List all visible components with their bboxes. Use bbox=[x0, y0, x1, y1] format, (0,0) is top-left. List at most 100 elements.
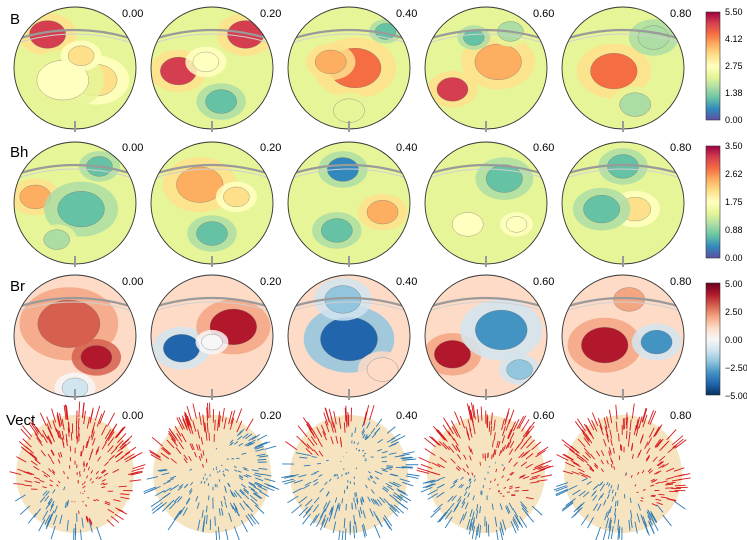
field-vector bbox=[90, 470, 94, 474]
field-vector bbox=[555, 488, 568, 495]
field-vector bbox=[472, 495, 475, 501]
field-vector bbox=[430, 507, 441, 518]
field-vector bbox=[525, 425, 535, 438]
field-vector bbox=[521, 430, 530, 441]
field-vector bbox=[518, 452, 525, 459]
field-vector bbox=[82, 445, 85, 452]
field-vector bbox=[175, 447, 182, 455]
field-vector bbox=[34, 433, 42, 443]
field-vector bbox=[257, 458, 267, 461]
field-vector bbox=[525, 463, 533, 469]
field-vector bbox=[471, 526, 476, 540]
field-vector bbox=[57, 452, 61, 458]
field-vector bbox=[678, 473, 691, 477]
field-vector bbox=[404, 458, 417, 461]
field-vector bbox=[656, 438, 664, 448]
vector-field-sphere bbox=[9, 401, 146, 540]
field-vector bbox=[647, 515, 654, 526]
field-vector bbox=[652, 456, 658, 462]
field-vector bbox=[476, 409, 480, 423]
field-vector bbox=[202, 450, 205, 456]
field-vector bbox=[224, 485, 227, 490]
field-vector bbox=[115, 507, 124, 513]
row-label-bh: Bh bbox=[10, 144, 28, 161]
field-vector bbox=[631, 453, 634, 459]
field-vector bbox=[230, 410, 236, 424]
field-vector bbox=[659, 443, 667, 452]
field-vector bbox=[63, 470, 65, 475]
field-peak bbox=[590, 52, 638, 90]
field-vector bbox=[470, 411, 474, 425]
equator-line bbox=[14, 296, 136, 310]
field-vector bbox=[539, 465, 551, 471]
field-vector bbox=[358, 449, 360, 452]
field-vector bbox=[330, 508, 334, 517]
field-vector bbox=[369, 508, 374, 517]
field-vector bbox=[519, 474, 526, 478]
field-vector bbox=[95, 476, 99, 480]
field-vector bbox=[505, 442, 510, 450]
field-vector bbox=[88, 519, 93, 526]
field-vector bbox=[361, 496, 364, 502]
field-vector bbox=[512, 516, 520, 528]
field-vector bbox=[608, 489, 611, 494]
field-vector bbox=[363, 412, 368, 426]
field-vector bbox=[120, 493, 130, 496]
phase-label: 0.80 bbox=[670, 8, 691, 20]
field-vector bbox=[48, 468, 52, 473]
field-vector bbox=[376, 498, 383, 506]
field-vector bbox=[626, 417, 628, 429]
field-vector bbox=[570, 445, 580, 454]
phase-label: 0.40 bbox=[396, 142, 417, 154]
field-peak bbox=[366, 357, 399, 382]
field-vector bbox=[22, 438, 32, 448]
field-vector bbox=[616, 500, 619, 506]
field-vector bbox=[530, 481, 539, 484]
field-vector bbox=[305, 504, 314, 514]
sphere-base bbox=[16, 415, 134, 533]
field-vector bbox=[673, 500, 686, 510]
field-peak bbox=[57, 191, 105, 228]
field-vector bbox=[425, 483, 437, 489]
field-vector bbox=[198, 444, 201, 451]
field-vector bbox=[420, 463, 433, 469]
field-vector bbox=[451, 426, 459, 437]
colorbar-tick-label: 5.00 bbox=[725, 279, 743, 289]
field-peak bbox=[201, 333, 223, 351]
field-vector bbox=[656, 504, 664, 513]
field-vector bbox=[78, 427, 80, 437]
field-vector bbox=[198, 456, 202, 461]
field-vector bbox=[366, 434, 371, 439]
field-vector bbox=[509, 471, 514, 476]
field-vector bbox=[578, 490, 586, 497]
field-vector bbox=[45, 517, 52, 530]
field-vector bbox=[237, 470, 242, 473]
phase-label: 0.20 bbox=[260, 276, 281, 288]
field-vector bbox=[120, 441, 131, 450]
field-vector bbox=[267, 484, 280, 490]
field-vector bbox=[462, 511, 468, 521]
field-vector bbox=[50, 433, 55, 443]
field-peak bbox=[583, 194, 621, 224]
field-vector bbox=[313, 449, 319, 456]
field-vector bbox=[330, 436, 334, 445]
colorbar-tick-label: 5.50 bbox=[725, 7, 743, 17]
field-vector bbox=[370, 427, 376, 434]
field-vector bbox=[374, 470, 379, 474]
field-vector bbox=[492, 440, 494, 448]
field-vector bbox=[107, 437, 115, 447]
field-vector bbox=[386, 465, 393, 467]
field-vector bbox=[283, 475, 296, 479]
field-vector bbox=[24, 480, 33, 483]
equator-line-inner bbox=[151, 168, 273, 180]
field-vector bbox=[494, 462, 497, 464]
field-vector bbox=[120, 451, 131, 459]
field-vector bbox=[650, 484, 655, 487]
field-vector bbox=[589, 466, 595, 472]
field-vector bbox=[302, 484, 310, 490]
field-vector bbox=[319, 509, 326, 518]
field-vector bbox=[370, 489, 375, 494]
field-vector bbox=[582, 432, 590, 443]
field-vector bbox=[431, 462, 441, 468]
field-vector bbox=[502, 426, 506, 437]
